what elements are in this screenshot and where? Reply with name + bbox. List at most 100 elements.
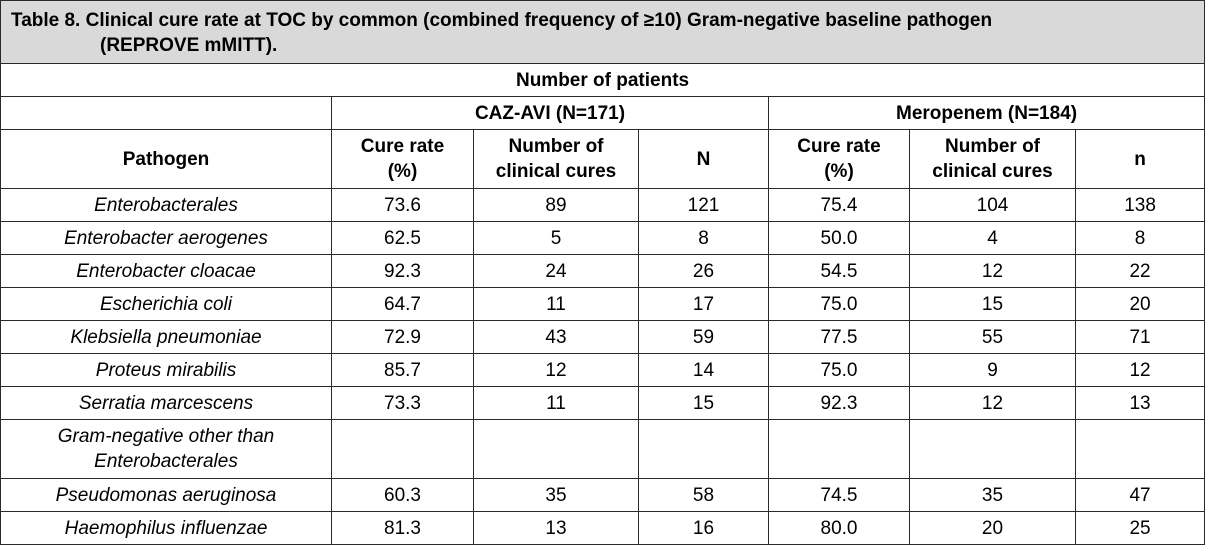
pathogen-cell: Pseudomonas aeruginosa xyxy=(0,478,332,512)
table-row: Gram-negative other than Enterobacterales xyxy=(0,419,1205,479)
mero-cure-rate-cell: 75.0 xyxy=(768,353,910,387)
mero-cures-cell: 12 xyxy=(909,386,1076,420)
span-header-row: Number of patients xyxy=(0,63,1205,97)
column-header-mero-n: n xyxy=(1074,129,1205,189)
caption-line-2: (REPROVE mMITT). xyxy=(100,35,278,56)
mero-cures-cell: 35 xyxy=(909,478,1076,512)
caz-cure-rate-cell: 60.3 xyxy=(331,478,474,512)
caz-cure-rate-cell: 92.3 xyxy=(331,254,474,288)
mero-n-cell: 25 xyxy=(1074,511,1205,545)
caz-n-cell: 121 xyxy=(638,188,769,222)
caz-cure-rate-cell: 73.6 xyxy=(331,188,474,222)
caz-cure-rate-cell: 62.5 xyxy=(331,221,474,255)
pathogen-cell: Serratia marcescens xyxy=(0,386,332,420)
column-header-mero-cure-rate: Cure rate (%) xyxy=(768,129,910,189)
column-header-pathogen: Pathogen xyxy=(0,129,332,189)
table-row: Serratia marcescens 73.3 11 15 92.3 12 1… xyxy=(0,386,1205,420)
pathogen-cell: Enterobacter cloacae xyxy=(0,254,332,288)
table-row: Escherichia coli 64.7 11 17 75.0 15 20 xyxy=(0,287,1205,321)
caz-n-cell: 8 xyxy=(638,221,769,255)
mero-cure-rate-cell: 92.3 xyxy=(768,386,910,420)
table-row: Haemophilus influenzae 81.3 13 16 80.0 2… xyxy=(0,511,1205,545)
mero-cure-rate-cell: 74.5 xyxy=(768,478,910,512)
caption-line-1: Table 8. Clinical cure rate at TOC by co… xyxy=(11,10,993,31)
mero-cures-cell: 15 xyxy=(909,287,1076,321)
pathogen-cell: Escherichia coli xyxy=(0,287,332,321)
span-header: Number of patients xyxy=(0,63,1205,97)
caz-cures-cell: 13 xyxy=(473,511,639,545)
mero-cures-cell xyxy=(909,419,1076,479)
mero-cure-rate-cell xyxy=(768,419,910,479)
caz-n-cell xyxy=(638,419,769,479)
caz-n-cell: 58 xyxy=(638,478,769,512)
group-header-meropenem: Meropenem (N=184) xyxy=(767,96,1205,130)
mero-n-cell: 12 xyxy=(1074,353,1205,387)
caption-row: Table 8. Clinical cure rate at TOC by co… xyxy=(0,0,1205,64)
caz-n-cell: 26 xyxy=(638,254,769,288)
mero-n-cell: 20 xyxy=(1074,287,1205,321)
mero-cures-cell: 4 xyxy=(909,221,1076,255)
caz-cure-rate-cell: 64.7 xyxy=(331,287,474,321)
caz-cure-rate-cell: 72.9 xyxy=(331,320,474,354)
mero-cure-rate-cell: 50.0 xyxy=(768,221,910,255)
table-row: Proteus mirabilis 85.7 12 14 75.0 9 12 xyxy=(0,353,1205,387)
table-row: Klebsiella pneumoniae 72.9 43 59 77.5 55… xyxy=(0,320,1205,354)
caz-n-cell: 14 xyxy=(638,353,769,387)
caz-cure-rate-cell: 81.3 xyxy=(331,511,474,545)
table-row: Pseudomonas aeruginosa 60.3 35 58 74.5 3… xyxy=(0,478,1205,512)
caz-cure-rate-cell xyxy=(331,419,474,479)
caz-cure-rate-cell: 73.3 xyxy=(331,386,474,420)
mero-cures-cell: 20 xyxy=(909,511,1076,545)
mero-cure-rate-cell: 75.4 xyxy=(768,188,910,222)
caz-cure-rate-cell: 85.7 xyxy=(331,353,474,387)
caz-cures-cell: 35 xyxy=(473,478,639,512)
caz-cures-cell xyxy=(473,419,639,479)
column-header-mero-clinical-cures: Number of clinical cures xyxy=(909,129,1076,189)
caz-n-cell: 17 xyxy=(638,287,769,321)
caz-n-cell: 59 xyxy=(638,320,769,354)
mero-n-cell: 8 xyxy=(1074,221,1205,255)
mero-n-cell: 47 xyxy=(1074,478,1205,512)
column-header-caz-n: N xyxy=(638,129,769,189)
pathogen-cell: Haemophilus influenzae xyxy=(0,511,332,545)
table-row: Enterobacter cloacae 92.3 24 26 54.5 12 … xyxy=(0,254,1205,288)
group-header-caz-avi: CAZ-AVI (N=171) xyxy=(331,96,769,130)
mero-n-cell: 138 xyxy=(1074,188,1205,222)
column-header-row: Pathogen Cure rate (%) Number of clinical … xyxy=(0,129,1205,189)
mero-n-cell xyxy=(1074,419,1205,479)
caz-n-cell: 15 xyxy=(638,386,769,420)
mero-cures-cell: 12 xyxy=(909,254,1076,288)
caz-cures-cell: 24 xyxy=(473,254,639,288)
pathogen-cell: Gram-negative other than Enterobacterales xyxy=(0,419,332,479)
caz-n-cell: 16 xyxy=(638,511,769,545)
caz-cures-cell: 12 xyxy=(473,353,639,387)
mero-cures-cell: 55 xyxy=(909,320,1076,354)
caz-cures-cell: 5 xyxy=(473,221,639,255)
pathogen-cell: Proteus mirabilis xyxy=(0,353,332,387)
group-header-blank xyxy=(0,96,332,130)
table-caption: Table 8. Clinical cure rate at TOC by co… xyxy=(0,0,1205,64)
mero-n-cell: 13 xyxy=(1074,386,1205,420)
mero-cure-rate-cell: 75.0 xyxy=(768,287,910,321)
caz-cures-cell: 11 xyxy=(473,386,639,420)
caz-cures-cell: 11 xyxy=(473,287,639,321)
mero-n-cell: 22 xyxy=(1074,254,1205,288)
table-row: Enterobacterales 73.6 89 121 75.4 104 13… xyxy=(0,188,1205,222)
mero-cures-cell: 104 xyxy=(909,188,1076,222)
pathogen-cell: Klebsiella pneumoniae xyxy=(0,320,332,354)
column-header-caz-cure-rate: Cure rate (%) xyxy=(331,129,474,189)
mero-cure-rate-cell: 54.5 xyxy=(768,254,910,288)
caz-cures-cell: 89 xyxy=(473,188,639,222)
mero-cure-rate-cell: 77.5 xyxy=(768,320,910,354)
caz-cures-cell: 43 xyxy=(473,320,639,354)
pathogen-cell: Enterobacter aerogenes xyxy=(0,221,332,255)
mero-n-cell: 71 xyxy=(1074,320,1205,354)
column-header-caz-clinical-cures: Number of clinical cures xyxy=(473,129,639,189)
pathogen-cell: Enterobacterales xyxy=(0,188,332,222)
mero-cure-rate-cell: 80.0 xyxy=(768,511,910,545)
table-row: Enterobacter aerogenes 62.5 5 8 50.0 4 8 xyxy=(0,221,1205,255)
group-header-row: CAZ-AVI (N=171) Meropenem (N=184) xyxy=(0,96,1205,130)
mero-cures-cell: 9 xyxy=(909,353,1076,387)
